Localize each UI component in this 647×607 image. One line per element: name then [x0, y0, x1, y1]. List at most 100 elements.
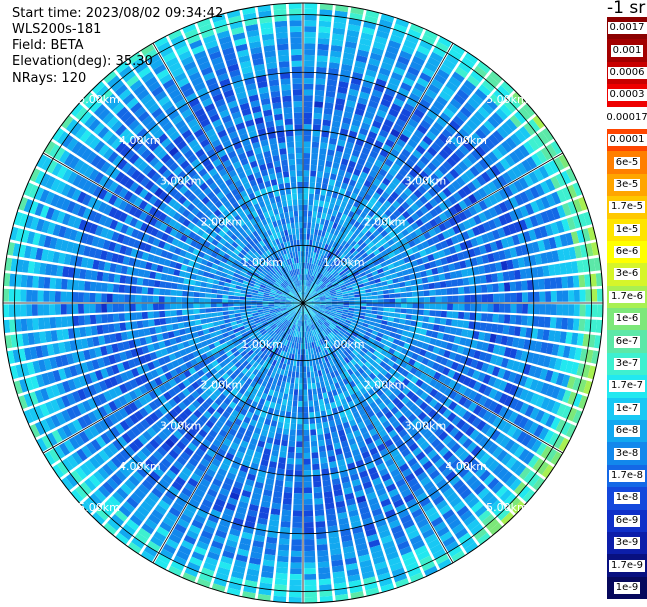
range-gate-cell — [108, 323, 115, 333]
range-gate-cell — [514, 129, 527, 143]
range-gate-cell — [568, 346, 577, 360]
range-gate-cell — [401, 448, 411, 458]
range-gate-cell — [400, 308, 407, 314]
range-gate-cell — [354, 108, 365, 117]
range-gate-cell — [256, 421, 264, 430]
range-gate-cell — [508, 384, 519, 396]
range-gate-cell — [442, 160, 453, 172]
range-gate-cell — [177, 518, 190, 529]
range-gate-cell — [162, 427, 172, 437]
range-gate-cell — [479, 452, 491, 465]
range-gate-cell — [372, 368, 380, 377]
range-gate-cell — [424, 247, 433, 255]
range-gate-cell — [251, 545, 264, 554]
range-gate-cell — [342, 116, 352, 125]
range-gate-cell — [501, 122, 513, 136]
range-gate-cell — [556, 403, 567, 417]
range-gate-cell — [338, 517, 349, 526]
range-gate-cell — [319, 584, 332, 591]
range-gate-cell — [303, 170, 310, 177]
range-gate-cell — [393, 143, 403, 153]
range-gate-cell — [127, 458, 140, 470]
range-gate-cell — [272, 316, 278, 321]
range-gate-cell — [398, 483, 409, 493]
range-gate-cell — [306, 293, 311, 299]
range-gate-cell — [438, 191, 448, 201]
range-gate-cell — [408, 358, 416, 366]
range-gate-cell — [173, 460, 184, 471]
range-gate-cell — [84, 478, 97, 492]
range-gate-cell — [350, 373, 357, 381]
range-gate-cell — [286, 315, 292, 321]
range-gate-cell — [52, 369, 62, 383]
range-gate-cell — [424, 395, 434, 405]
range-gate-cell — [280, 404, 287, 412]
range-gate-cell — [124, 416, 135, 428]
range-gate-cell — [221, 513, 233, 523]
range-gate-cell — [286, 321, 291, 328]
range-gate-cell — [124, 381, 133, 392]
range-gate-cell — [331, 295, 338, 299]
range-gate-cell — [412, 266, 420, 273]
range-gate-cell — [280, 381, 286, 388]
range-gate-cell — [389, 34, 404, 45]
range-gate-cell — [437, 558, 452, 570]
range-gate-cell — [153, 434, 164, 446]
range-gate-cell — [432, 412, 442, 423]
range-gate-cell — [128, 257, 136, 267]
range-gate-cell — [513, 110, 527, 125]
range-gate-cell — [496, 144, 508, 157]
range-gate-cell — [196, 463, 208, 473]
range-gate-cell — [355, 323, 363, 329]
range-gate-cell — [39, 262, 47, 275]
range-gate-cell — [462, 140, 474, 152]
range-gate-cell — [297, 418, 303, 425]
range-gate-cell — [71, 451, 83, 465]
range-gate-cell — [314, 498, 324, 505]
range-gate-cell — [442, 450, 454, 461]
range-gate-cell — [282, 345, 287, 352]
range-gate-cell — [581, 364, 591, 378]
range-gate-cell — [378, 104, 389, 113]
range-gate-cell — [108, 388, 118, 400]
range-gate-cell — [503, 99, 517, 113]
range-gate-cell — [528, 118, 541, 133]
range-gate-cell — [353, 220, 361, 229]
range-gate-cell — [406, 206, 415, 216]
range-gate-cell — [305, 245, 309, 252]
range-gate-cell — [382, 311, 390, 317]
range-gate-cell — [210, 402, 220, 411]
range-gate-cell — [448, 545, 463, 558]
range-gate-cell — [303, 153, 311, 159]
range-gate-cell — [90, 325, 98, 336]
range-gate-cell — [531, 153, 543, 167]
range-gate-cell — [424, 61, 438, 73]
range-gate-cell — [313, 258, 318, 265]
range-gate-cell — [16, 333, 24, 347]
range-gate-cell — [190, 344, 198, 352]
range-gate-cell — [447, 183, 457, 194]
range-gate-cell — [481, 362, 490, 373]
range-gate-cell — [331, 321, 337, 327]
range-gate-cell — [304, 545, 315, 552]
range-gate-cell — [360, 565, 374, 574]
range-gate-cell — [341, 313, 348, 318]
range-gate-cell — [443, 220, 452, 229]
range-gate-cell — [325, 438, 333, 446]
range-gate-cell — [350, 155, 359, 163]
range-gate-cell — [343, 551, 356, 560]
range-gate-cell — [169, 337, 177, 346]
range-gate-cell — [437, 348, 446, 357]
range-gate-cell — [344, 235, 351, 243]
range-gate-cell — [234, 331, 242, 337]
range-gate-cell — [193, 409, 203, 419]
range-gate-cell — [361, 147, 371, 156]
range-gate-cell — [324, 292, 331, 296]
range-gate-cell — [423, 309, 430, 316]
range-gate-cell — [357, 176, 366, 185]
range-gate-cell — [402, 76, 415, 87]
range-gate-cell — [176, 342, 185, 350]
range-gate-cell — [319, 307, 326, 311]
range-gate-cell — [322, 287, 328, 292]
range-gate-cell — [269, 364, 275, 372]
